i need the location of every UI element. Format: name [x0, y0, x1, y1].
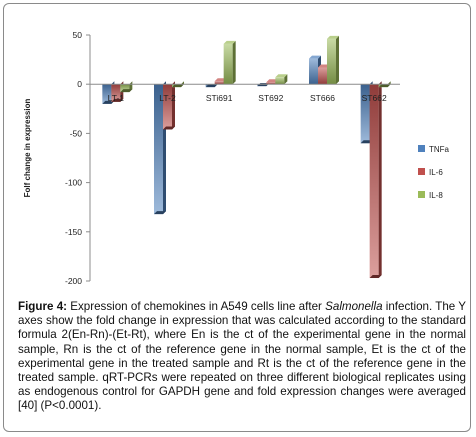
- y-tick-label: 0: [77, 79, 82, 89]
- category-label: LT-2: [159, 93, 176, 103]
- caption-text-2: infection. The Y axes show the fold chan…: [18, 300, 466, 413]
- axis-layer: 50 0 -50 -100 -150 -200: [65, 30, 400, 286]
- y-axis-label: Folf change in expression: [23, 99, 32, 198]
- caption-italic: Salmonella: [325, 300, 383, 313]
- legend-label: TNFa: [429, 145, 450, 154]
- bar-side-IL-8-STi691: [232, 40, 236, 85]
- bar-IL-8-ST666: [327, 38, 336, 85]
- bar-top-TNFa-ST666: [309, 55, 321, 59]
- bar-cap-IL-6-LT-1: [111, 98, 124, 102]
- category-label: STi691: [206, 93, 233, 103]
- bar-cap-IL-8-LT-2: [172, 84, 184, 88]
- legend: TNFa IL-6 IL-8: [418, 145, 450, 200]
- bar-cap-IL-8-ST662: [378, 84, 391, 88]
- bar-IL-6-STi691: [214, 81, 224, 85]
- category-label: ST666: [310, 93, 335, 103]
- caption-text-1: Expression of chemokines in A549 cells l…: [67, 300, 326, 313]
- bar-top-IL-8-STi691: [223, 40, 236, 44]
- bar-IL-8-LT-1: [120, 84, 130, 93]
- bars-layer: [102, 35, 391, 279]
- bar-cap-IL-6-ST662: [369, 275, 382, 279]
- y-tick-label: -150: [65, 227, 82, 237]
- bar-cap-IL-6-LT-2: [163, 126, 175, 130]
- bar-cap-IL-8-LT-1: [120, 89, 133, 93]
- y-tick-label: -100: [65, 178, 82, 188]
- bar-side-IL-8-ST666: [336, 35, 339, 85]
- legend-label: IL-8: [429, 191, 443, 200]
- category-label: ST692: [258, 93, 283, 103]
- bar-TNFa-LT-1: [102, 84, 112, 104]
- category-labels: LT-1 LT-2 STi691 ST692 ST666 ST662: [108, 93, 387, 103]
- legend-swatch-IL-8: [418, 191, 425, 198]
- category-label: LT-1: [108, 93, 125, 103]
- bar-side-IL-8-ST692: [284, 74, 288, 85]
- caption-label: Figure 4:: [18, 300, 67, 313]
- y-tick-label: 50: [73, 30, 83, 40]
- bar-IL-6-ST662: [369, 84, 379, 279]
- figure-caption: Figure 4: Expression of chemokines in A5…: [18, 300, 466, 414]
- bar-IL-6-LT-1: [111, 84, 121, 102]
- legend-swatch-IL-6: [418, 168, 425, 175]
- bar-TNFa-LT-2: [154, 84, 163, 215]
- legend-label: IL-6: [429, 168, 443, 177]
- bar-IL-8-ST692: [275, 77, 285, 85]
- bar-IL-6-ST692: [266, 82, 276, 85]
- bar-side-IL-6-LT-2: [172, 81, 175, 130]
- y-tick-label: -50: [70, 128, 83, 138]
- legend-swatch-TNFa: [418, 145, 425, 152]
- bar-top-IL-8-ST666: [327, 35, 339, 39]
- bar-IL-6-ST666: [318, 67, 327, 85]
- bar-side-IL-6-ST662: [378, 81, 382, 279]
- bar-IL-6-LT-2: [163, 84, 172, 130]
- figure-frame: 50 0 -50 -100 -150 -200 LT-1 LT-2 STi691 ST692 ST…: [3, 3, 471, 432]
- bar-TNFa-ST666: [309, 58, 318, 85]
- bar-IL-8-STi691: [223, 43, 233, 85]
- bar-TNFa-ST662: [360, 84, 370, 144]
- bar-cap-TNFa-STi691: [205, 84, 218, 88]
- y-tick-label: -200: [65, 276, 82, 286]
- bar-chart: 50 0 -50 -100 -150 -200 LT-1 LT-2 STi691 ST692 ST…: [23, 30, 450, 286]
- bar-top-IL-8-ST692: [275, 74, 288, 78]
- category-label: ST662: [362, 93, 387, 103]
- bar-cap-TNFa-LT-2: [154, 211, 166, 215]
